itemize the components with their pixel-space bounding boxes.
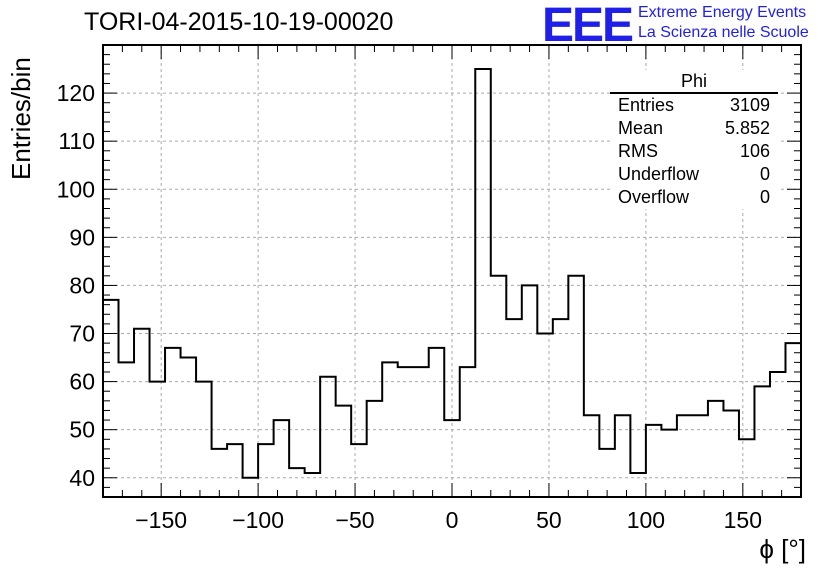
- stats-row-underflow: Underflow 0: [610, 163, 778, 186]
- x-tick-label: 0: [446, 507, 459, 533]
- plot-frame: [102, 44, 802, 498]
- histogram-bin: [413, 367, 429, 497]
- chart-title: TORI-04-2015-10-19-00020: [84, 8, 394, 36]
- histogram-bin: [770, 372, 786, 497]
- y-tick-label: 80: [69, 272, 95, 298]
- histogram-bin: [429, 348, 445, 497]
- x-tick-label: −150: [135, 507, 187, 533]
- histogram-bin: [274, 420, 290, 497]
- histogram-bin: [336, 406, 352, 497]
- histogram-bin: [103, 300, 119, 497]
- eee-logo: EEE: [542, 0, 634, 52]
- stats-value: 3109: [729, 95, 770, 115]
- y-tick-label: 70: [69, 321, 95, 347]
- y-tick-label: 120: [57, 80, 95, 106]
- histogram-bin: [289, 468, 305, 497]
- stats-label: Entries: [618, 95, 675, 115]
- histogram-bin: [491, 276, 507, 497]
- stats-value: 5.852: [724, 118, 770, 138]
- histogram-bin: [134, 329, 150, 497]
- histogram-bin: [568, 276, 584, 497]
- histogram-bin: [475, 69, 491, 497]
- histogram-bin: [599, 449, 615, 497]
- histogram-bin: [723, 410, 739, 497]
- histogram-bin: [584, 415, 600, 497]
- stats-row-entries: Entries 3109: [610, 94, 778, 117]
- y-tick-label: 40: [69, 465, 95, 491]
- y-tick-label: 50: [69, 417, 95, 443]
- y-tick-label: 100: [57, 176, 95, 202]
- histogram-bin: [150, 382, 166, 497]
- histogram-bin: [537, 334, 553, 497]
- stats-value: 106: [739, 141, 770, 161]
- stats-value: 0: [759, 187, 770, 207]
- x-axis-label: ϕ [°]: [759, 534, 806, 564]
- histogram-bin: [444, 420, 460, 497]
- stats-value: 0: [759, 164, 770, 184]
- histogram-bin: [646, 425, 662, 497]
- histogram-bin: [305, 473, 321, 497]
- stats-label: Mean: [618, 118, 664, 138]
- tick-labels: −150 −100 −50 0 50 100 150 40 50 60 70 80 90 100 110 12…: [57, 80, 762, 533]
- histogram-bin: [553, 319, 569, 497]
- histogram-bin: [630, 473, 646, 497]
- stats-label: Overflow: [618, 187, 690, 207]
- histogram-bin: [460, 367, 476, 497]
- stats-row-overflow: Overflow 0: [610, 186, 778, 209]
- histogram-bin: [243, 478, 259, 497]
- stats-row-rms: RMS 106: [610, 140, 778, 163]
- histogram-bin: [320, 377, 336, 497]
- grid-lines: [103, 45, 801, 497]
- histogram-bin: [258, 444, 274, 497]
- stats-row-mean: Mean 5.852: [610, 117, 778, 140]
- stats-label: Underflow: [618, 164, 700, 184]
- histogram-bin: [227, 444, 243, 497]
- histogram-bin: [382, 362, 398, 497]
- histogram-bin: [661, 430, 677, 497]
- y-tick-label: 110: [58, 128, 95, 154]
- histogram-bin: [677, 415, 693, 497]
- axis-ticks: [102, 44, 802, 498]
- x-tick-label: −50: [336, 507, 375, 533]
- histogram-bin: [398, 367, 414, 497]
- logo-line-2: La Scienza nelle Scuole: [638, 24, 809, 41]
- histogram-bin: [708, 401, 724, 497]
- x-tick-label: 50: [536, 507, 562, 533]
- stats-label: RMS: [618, 141, 658, 161]
- histogram-bin: [615, 415, 631, 497]
- stats-box: Phi Entries 3109 Mean 5.852 RMS 106 Unde…: [610, 70, 778, 209]
- logo-line-1: Extreme Energy Events: [638, 4, 807, 21]
- histogram-bin: [754, 386, 770, 497]
- histogram-bin: [367, 401, 383, 497]
- histogram-bin: [351, 444, 367, 497]
- histogram-bin: [522, 285, 538, 497]
- histogram-bin: [165, 348, 181, 497]
- histogram-bin: [196, 382, 212, 497]
- histogram-bin: [119, 362, 135, 497]
- y-tick-label: 60: [69, 369, 95, 395]
- histogram-bin: [506, 319, 522, 497]
- histogram-bin: [692, 415, 708, 497]
- y-axis-label: Entries/bin: [6, 57, 36, 180]
- x-tick-label: 150: [724, 507, 762, 533]
- histogram-outline: [103, 68, 801, 479]
- x-tick-label: 100: [627, 507, 665, 533]
- y-tick-label: 90: [69, 224, 95, 250]
- histogram-bin: [181, 358, 197, 497]
- histogram-bin: [785, 343, 801, 497]
- histogram-bin: [739, 439, 755, 497]
- stats-title: Phi: [610, 70, 778, 94]
- x-tick-label: −100: [232, 507, 284, 533]
- histogram-series: [103, 68, 801, 497]
- histogram-bin: [212, 449, 228, 497]
